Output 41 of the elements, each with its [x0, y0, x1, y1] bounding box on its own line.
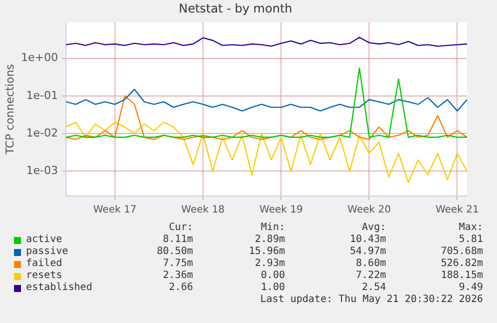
y-axis-title: TCP connections: [3, 64, 16, 156]
legend-label: active: [26, 234, 62, 245]
text: 7.22m: [356, 270, 386, 281]
text: 705.68m: [440, 246, 483, 257]
text: 80.50m: [156, 246, 193, 257]
text: Cur:: [168, 222, 193, 233]
text: 2.93m: [254, 258, 285, 269]
text: 8.11m: [162, 234, 193, 245]
x-tick-label: Week 19: [260, 204, 303, 216]
text: 10.43m: [350, 234, 386, 245]
text: 2.36m: [162, 270, 193, 281]
text: Max:: [458, 222, 483, 233]
x-tick-label: Week 21: [436, 204, 479, 216]
text: 9.49: [458, 282, 483, 293]
y-tick-label: 1e-03: [26, 164, 58, 178]
x-tick-label: Week 20: [348, 204, 391, 216]
text: 188.15m: [440, 270, 483, 281]
legend-label: established: [26, 282, 92, 293]
y-tick-label: 1e-01: [26, 88, 58, 102]
text: 1.00: [260, 282, 285, 293]
chart-title: Netstat - by month: [178, 1, 292, 16]
text: 7.75m: [162, 258, 193, 269]
text: 15.96m: [248, 246, 285, 257]
text: 54.97m: [350, 246, 386, 257]
legend-label: failed: [26, 258, 62, 269]
y-tick-label: 1e-02: [26, 126, 58, 140]
y-tick-label: 1e+00: [21, 51, 58, 64]
text: 526.82m: [440, 258, 483, 269]
text: 8.60m: [356, 258, 386, 269]
text: Last update: Thu May 21 20:30:22 2026: [260, 294, 483, 305]
text: Min:: [260, 222, 285, 233]
text: 2.54: [362, 282, 386, 293]
legend-label: resets: [26, 270, 62, 281]
text: 2.66: [168, 282, 193, 293]
x-tick-label: Week 18: [181, 204, 225, 216]
legend-label: passive: [26, 246, 68, 257]
text: 2.89m: [254, 234, 285, 245]
text: Avg:: [362, 222, 386, 233]
x-tick-label: Week 17: [93, 204, 137, 216]
text: 0.00: [260, 270, 285, 281]
text: 5.81: [458, 234, 483, 245]
